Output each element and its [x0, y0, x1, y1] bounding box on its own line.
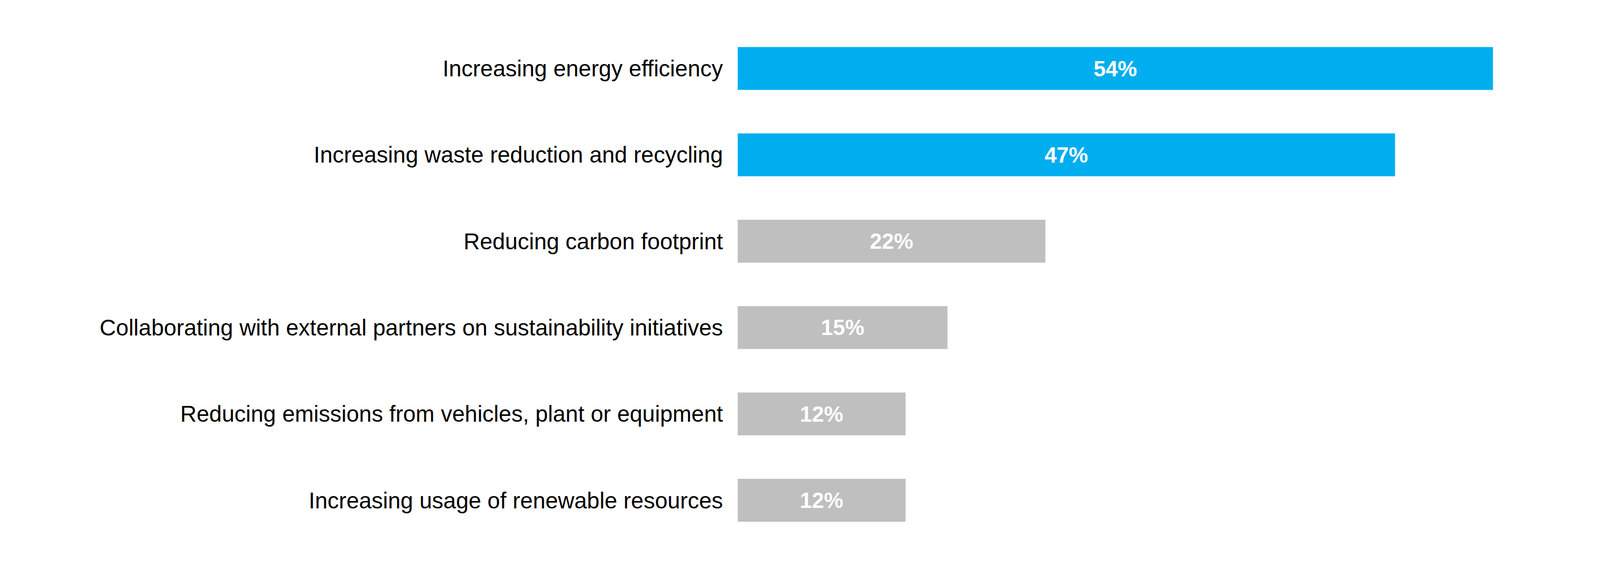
bar	[737, 219, 1046, 263]
data-label: 22%	[869, 228, 914, 254]
bar	[737, 133, 1396, 177]
category-label: Increasing usage of renewable resources	[308, 487, 723, 514]
category-label: Increasing energy efficiency	[442, 55, 723, 82]
data-label: 12%	[799, 488, 844, 513]
data-label: 15%	[820, 315, 865, 340]
bar	[737, 392, 906, 436]
category-label: Increasing waste reduction and recycling	[313, 141, 723, 168]
category-label: Reducing emissions from vehicles, plant …	[180, 400, 723, 427]
chart-svg: Increasing energy efficiency Increasing w…	[0, 0, 1600, 569]
chart-container: Increasing energy efficiency Increasing w…	[0, 0, 1600, 569]
bars	[737, 47, 1494, 523]
category-label: Reducing carbon footprint	[463, 228, 723, 255]
data-labels: 54% 47% 22% 15% 12% 12%	[799, 56, 1137, 513]
category-labels: Increasing energy efficiency Increasing w…	[99, 55, 723, 514]
data-label: 12%	[799, 401, 844, 426]
bar	[737, 305, 948, 349]
bar	[737, 478, 906, 522]
bar	[737, 47, 1494, 91]
category-label: Collaborating with external partners on …	[99, 314, 723, 341]
data-label: 47%	[1044, 142, 1088, 167]
data-label: 54%	[1093, 56, 1138, 81]
